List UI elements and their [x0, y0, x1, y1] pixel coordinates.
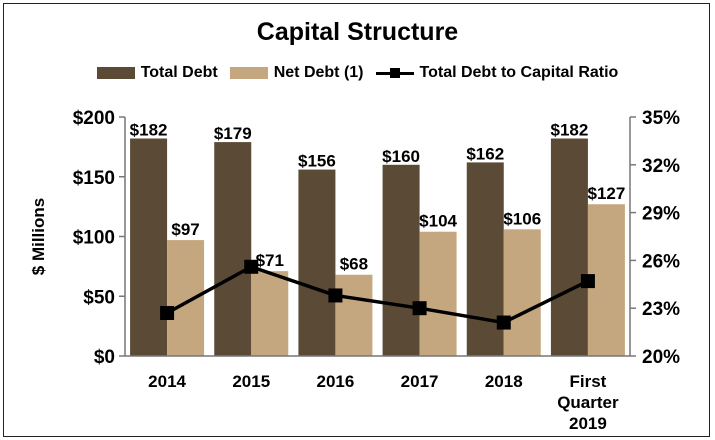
ratio-point [496, 315, 511, 330]
x-tick-label: First [569, 372, 606, 391]
bar-net-debt [167, 240, 205, 356]
ratio-point [412, 301, 427, 316]
legend-label-net-debt: Net Debt (1) [273, 64, 364, 81]
data-label-total-debt: $156 [298, 152, 336, 171]
y-tick-label-left: $0 [94, 347, 115, 368]
data-label-net-debt: $68 [340, 255, 368, 274]
data-label-total-debt: $182 [130, 121, 168, 140]
bar-net-debt [419, 231, 457, 356]
legend: Total Debt Net Debt (1) Total Debt to Ca… [0, 64, 715, 82]
y-tick-label-left: $150 [73, 168, 115, 189]
bar-total-debt [298, 169, 336, 356]
bar-total-debt [382, 164, 420, 356]
y-tick-label-left: $100 [73, 228, 115, 249]
x-tick-label: 2014 [148, 372, 186, 391]
bar-net-debt [335, 274, 373, 356]
legend-label-ratio: Total Debt to Capital Ratio [419, 64, 619, 81]
ratio-point [160, 305, 175, 320]
ratio-point [244, 259, 259, 274]
data-label-net-debt: $127 [588, 184, 626, 203]
x-tick-label: 2016 [317, 372, 355, 391]
legend-swatch-ratio [375, 67, 414, 79]
legend-label-total-debt: Total Debt [140, 64, 218, 81]
bar-total-debt [550, 138, 588, 356]
y-tick-label-right: 32% [642, 156, 680, 177]
y-axis-title: $ Millions [29, 198, 48, 275]
data-label-total-debt: $179 [214, 124, 252, 143]
y-tick-label-right: 35% [642, 108, 680, 129]
data-label-net-debt: $104 [419, 212, 457, 231]
legend-swatch-net-debt [229, 67, 268, 79]
legend-item-ratio: Total Debt to Capital Ratio [375, 64, 619, 82]
chart-title: Capital Structure [256, 18, 459, 46]
y-tick-label-left: $50 [83, 287, 115, 308]
legend-item-total-debt: Total Debt [96, 64, 218, 82]
ratio-point [580, 274, 595, 289]
data-label-total-debt: $160 [382, 147, 420, 166]
y-tick-label-right: 26% [642, 251, 680, 272]
bar-total-debt [214, 142, 252, 356]
data-label-total-debt: $182 [551, 121, 589, 140]
bar-net-debt [503, 229, 541, 356]
bar-net-debt [251, 271, 289, 356]
ratio-line [166, 265, 589, 325]
y-tick-label-left: $200 [73, 108, 115, 129]
data-label-net-debt: $71 [256, 251, 284, 270]
x-tick-label: Quarter [557, 393, 619, 412]
x-tick-label: 2017 [401, 372, 439, 391]
y-tick-label-right: 20% [642, 347, 680, 368]
data-label-net-debt: $106 [503, 209, 541, 228]
legend-item-net-debt: Net Debt (1) [229, 64, 364, 82]
x-tick-label: 2019 [569, 414, 607, 433]
bar-total-debt [130, 138, 168, 356]
x-tick-label: 2015 [232, 372, 270, 391]
data-label-total-debt: $162 [466, 144, 504, 163]
data-label-net-debt: $97 [171, 220, 199, 239]
y-tick-label-right: 29% [642, 204, 680, 225]
y-tick-label-right: 23% [642, 299, 680, 320]
legend-swatch-total-debt [96, 67, 135, 79]
ratio-point [328, 288, 343, 303]
x-tick-label: 2018 [485, 372, 523, 391]
